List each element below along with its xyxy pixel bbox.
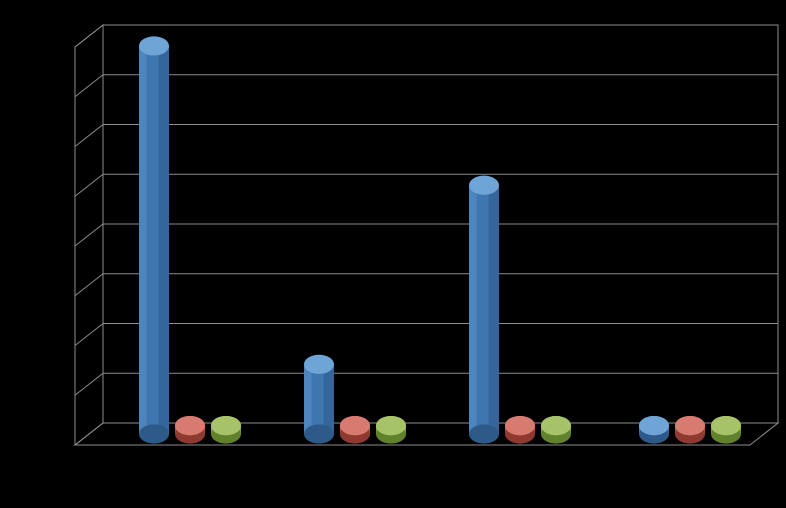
bar-c2-s2 — [541, 416, 571, 444]
chart-svg — [0, 0, 786, 508]
bar-c3-s2 — [711, 416, 741, 444]
bar-c1-s0 — [304, 355, 334, 444]
bar-c1-s1 — [340, 416, 370, 444]
bar-c2-s1 — [505, 416, 535, 444]
bar-c0-s0 — [139, 36, 169, 443]
bar-c0-s2 — [211, 416, 241, 444]
bar-c0-s1 — [175, 416, 205, 444]
bar-c1-s2 — [376, 416, 406, 444]
bar-c3-s0 — [639, 416, 669, 444]
chart-3d-cylinder — [0, 0, 786, 508]
bar-c2-s0 — [469, 176, 499, 444]
bar-c3-s1 — [675, 416, 705, 444]
